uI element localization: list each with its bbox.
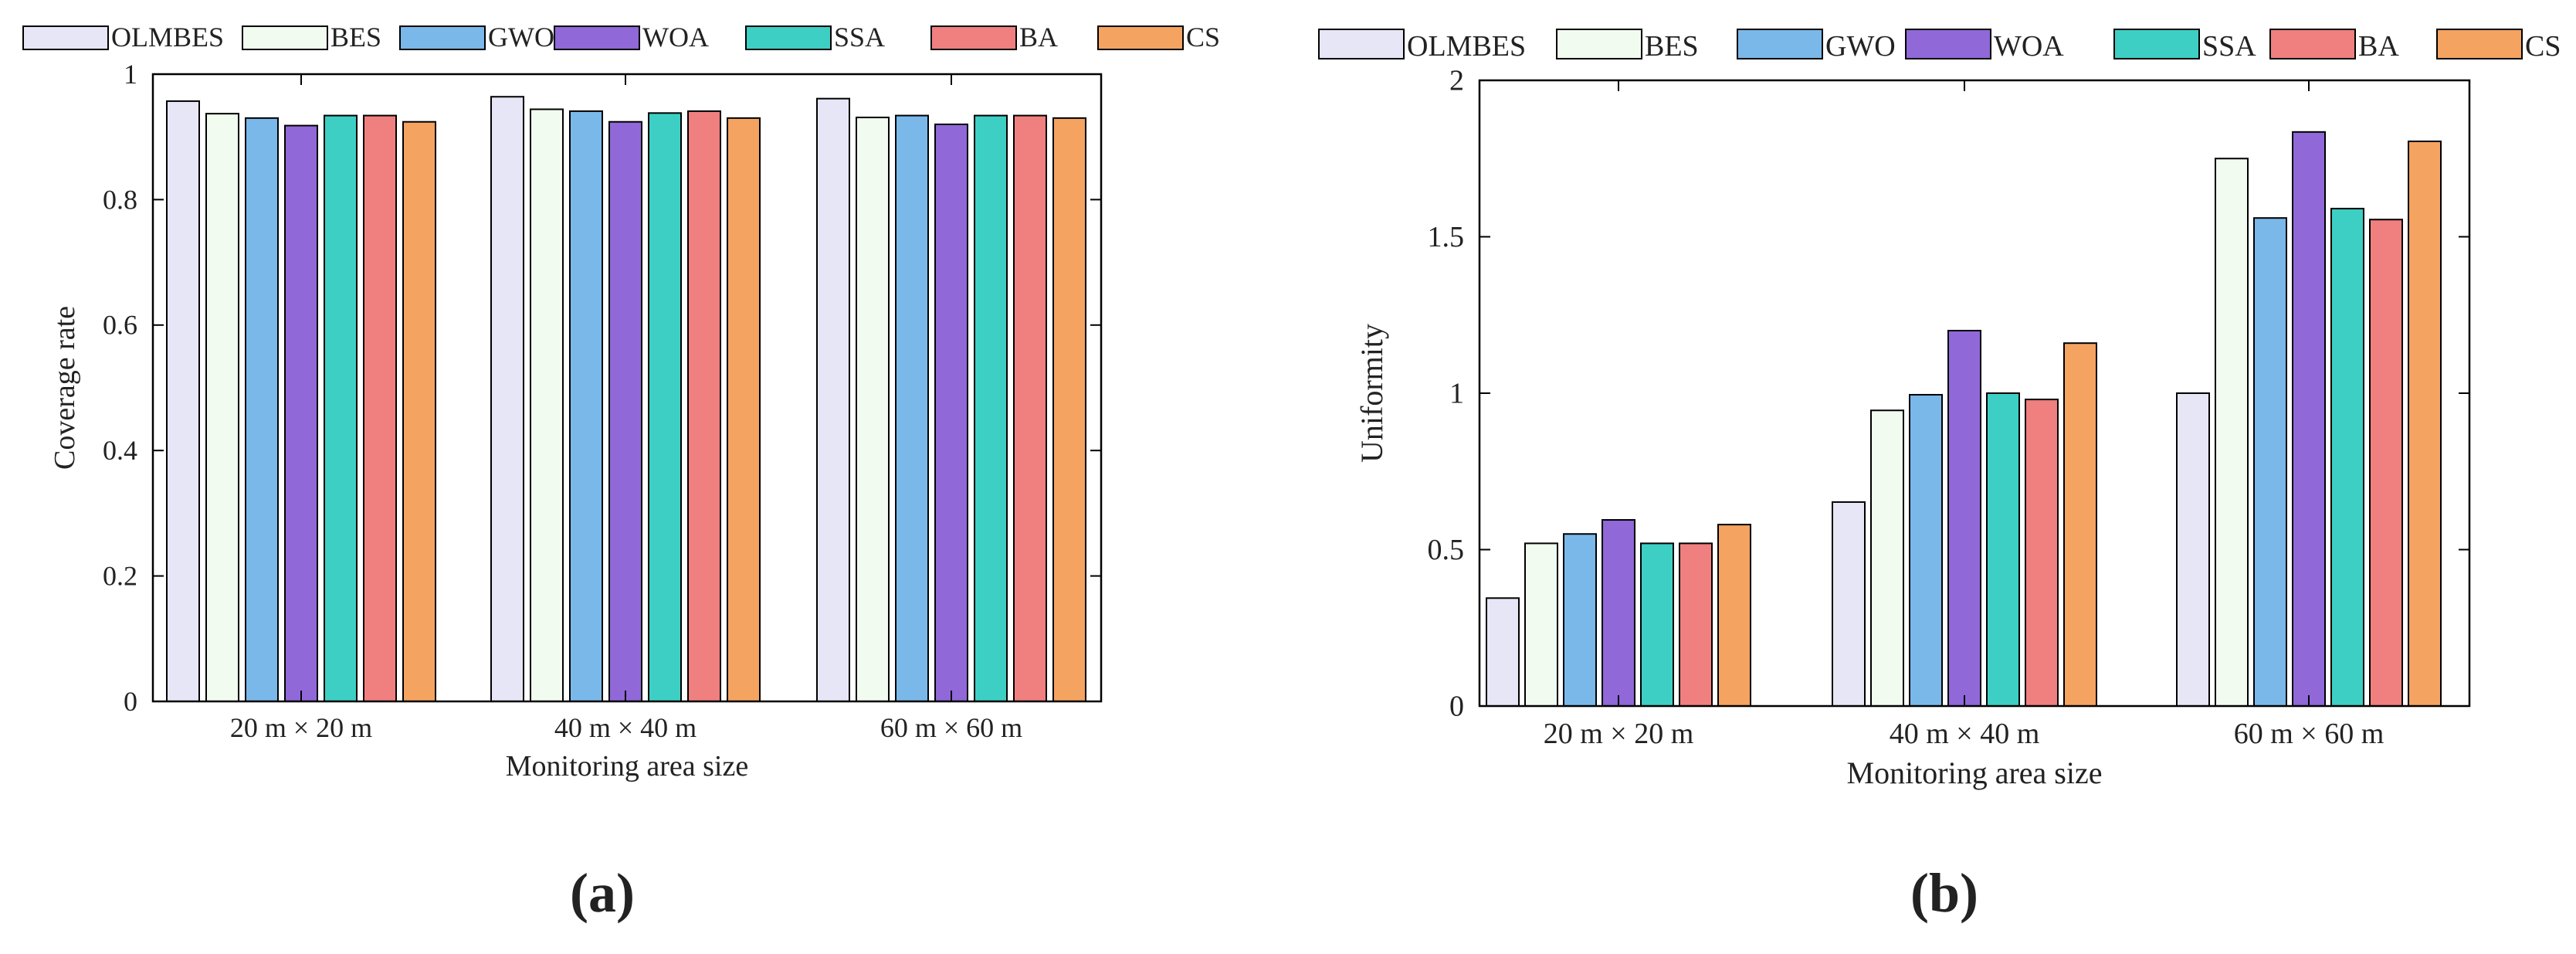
bar-woa-3 [2292,131,2326,707]
legend-label-bes: BES [330,22,381,53]
legend-swatch-gwo [399,25,486,50]
bar-gwo-1 [1563,533,1597,707]
bar-ba-1 [363,114,397,703]
legend-swatch-olmbes [22,25,109,50]
bar-ssa-1 [324,114,358,703]
bar-bes-2 [530,108,564,703]
bar-olmbes-3 [816,97,850,702]
bar-ba-3 [1013,114,1047,703]
legend-label-ba: BA [1019,22,1058,53]
x-tick-label: 40 m × 40 m [554,712,697,743]
legend-swatch-bes [1556,29,1642,59]
x-axis-label: Monitoring area size [1847,755,2103,790]
x-tick-label: 40 m × 40 m [1890,718,2040,750]
bar-ba-1 [1679,542,1713,708]
legend-swatch-ba [2269,29,2356,59]
x-tick-label: 20 m × 20 m [1544,718,1694,750]
y-tick-label: 0.8 [103,184,137,215]
bar-bes-3 [856,117,890,702]
y-tick-label: 0 [124,686,137,717]
bar-cs-1 [1717,524,1751,707]
chart-panel-b: OLMBES BES GWO WOA SSA BA CS 20 m × 20 m 40 m × … [1318,29,2561,924]
panel-label: (a) [570,862,635,924]
x-tick-label: 60 m × 60 m [880,712,1022,743]
y-tick-label: 0.5 [1428,534,1465,566]
bar-woa-3 [934,123,968,702]
legend-swatch-woa [1905,29,1991,59]
bar-ssa-3 [2330,208,2364,707]
bar-bes-2 [1870,409,1904,708]
y-tick-label: 0.4 [103,435,137,466]
y-tick-label: 2 [1449,65,1464,97]
bar-bes-1 [1524,542,1558,708]
bar-olmbes-1 [1486,597,1520,708]
y-tick-label: 1.5 [1428,221,1465,253]
y-tick-label: 0.6 [103,310,137,341]
bar-bes-3 [2215,158,2249,707]
chart-panel-a: OLMBES BES GWO WOA SSA BA CS 20 m × 20 m 40 m × … [22,22,1220,924]
legend-label-olmbes: OLMBES [111,22,224,53]
bar-gwo-3 [895,114,929,703]
bar-ba-3 [2369,219,2403,708]
legend-swatch-cs [1097,25,1184,50]
bar-olmbes-1 [166,100,200,702]
legend-swatch-cs [2436,29,2523,59]
bar-ba-2 [2025,399,2059,707]
bar-olmbes-2 [1832,501,1866,707]
legend-label-woa: WOA [642,22,709,53]
bar-gwo-2 [1909,394,1943,707]
x-tick-label: 60 m × 60 m [2234,718,2384,750]
bar-olmbes-3 [2176,392,2210,707]
legend-label-cs: CS [2525,30,2561,63]
legend-swatch-gwo [1737,29,1823,59]
legend-swatch-ssa [2113,29,2200,59]
bar-gwo-2 [569,110,603,702]
x-tick-label: 20 m × 20 m [230,712,372,743]
bar-olmbes-2 [490,96,524,703]
bar-ssa-2 [1986,392,2020,707]
legend-label-gwo: GWO [488,22,554,53]
legend-swatch-ssa [745,25,832,50]
legend-swatch-bes [242,25,328,50]
y-tick-label: 0.2 [103,561,137,592]
legend-label-ssa: SSA [834,22,885,53]
bar-woa-1 [284,124,318,703]
bar-gwo-1 [245,117,279,702]
bar-ssa-2 [648,112,682,702]
legend-swatch-woa [554,25,640,50]
x-axis-label: Monitoring area size [506,750,748,783]
legend-label-olmbes: OLMBES [1407,30,1526,63]
y-axis-label: Coverage rate [49,306,81,470]
bar-cs-3 [1052,117,1086,702]
panel-label: (b) [1910,862,1978,924]
legend-label-woa: WOA [1994,30,2064,63]
y-axis-label: Uniformity [1354,324,1389,463]
legend-swatch-ba [930,25,1017,50]
plot-frame [151,73,1103,703]
bar-cs-3 [2408,140,2442,708]
bar-ssa-3 [974,114,1008,703]
bar-cs-2 [2063,342,2097,707]
bar-cs-1 [402,121,436,703]
bar-cs-2 [727,117,761,702]
bar-woa-2 [1947,330,1981,707]
bar-ba-2 [687,110,721,702]
legend-label-ssa: SSA [2202,30,2256,63]
y-tick-label: 1 [124,59,137,90]
bar-gwo-3 [2253,217,2287,707]
y-tick-label: 0 [1449,691,1464,723]
legend-label-bes: BES [1645,30,1699,63]
legend-label-ba: BA [2358,30,2399,63]
y-tick-label: 1 [1449,378,1464,410]
bar-woa-2 [608,121,642,703]
bar-bes-1 [205,113,239,702]
legend-swatch-olmbes [1318,29,1405,59]
bar-ssa-1 [1640,542,1674,708]
legend-label-gwo: GWO [1825,30,1896,63]
bar-woa-1 [1602,519,1635,708]
legend-label-cs: CS [1186,22,1220,53]
